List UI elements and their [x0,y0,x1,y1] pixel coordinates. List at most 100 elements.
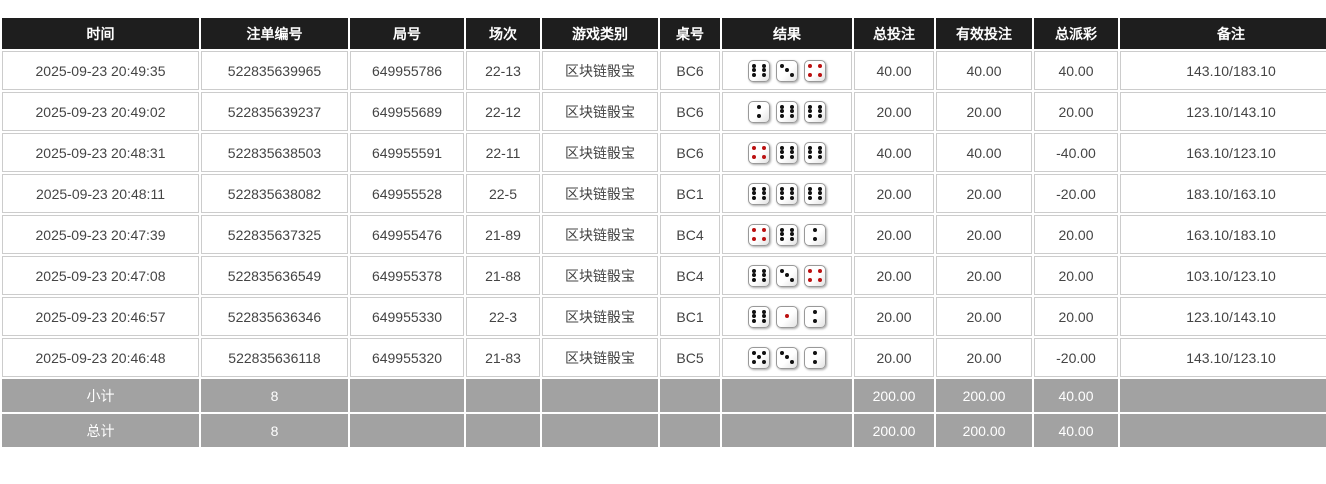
column-header-table_no: 桌号 [660,18,720,49]
bet-amount-link[interactable]: 20.00 [854,174,934,213]
total-row-cell-bet_id: 8 [201,414,348,447]
bet-records-table: 时间 注单编号 局号 场次 游戏类别 桌号 结果 总投注 有效投注 总派彩 备注 2025-09-2… [0,16,1326,449]
die-4-icon [804,59,826,82]
bet-amount-link[interactable]: 20.00 [854,338,934,377]
bet-amount-link[interactable]: 40.00 [854,51,934,90]
cell-session: 21-88 [466,256,540,295]
cell-valid_bet: 20.00 [936,297,1032,336]
die-3-icon [776,59,798,82]
bet-amount-link[interactable]: 20.00 [854,215,934,254]
cell-game_type: 区块链骰宝 [542,51,658,90]
cell-valid_bet: 40.00 [936,133,1032,172]
die-6-icon [748,264,770,287]
cell-bet_id: 522835639237 [201,92,348,131]
die-6-icon [748,305,770,328]
cell-bet_id: 522835639965 [201,51,348,90]
cell-remark: 163.10/123.10 [1120,133,1326,172]
die-6-icon [776,223,798,246]
subtotal-row-cell-game_type [542,379,658,412]
subtotal-row-cell-result [722,379,852,412]
cell-table_no: BC6 [660,51,720,90]
die-6-icon [804,182,826,205]
subtotal-row-cell-table_no [660,379,720,412]
cell-valid_bet: 20.00 [936,92,1032,131]
subtotal-row-cell-valid_bet: 200.00 [936,379,1032,412]
cell-time: 2025-09-23 20:49:02 [2,92,199,131]
column-header-remark: 备注 [1120,18,1326,49]
column-header-total_payout: 总派彩 [1034,18,1118,49]
cell-bet_id: 522835638503 [201,133,348,172]
column-header-result: 结果 [722,18,852,49]
cell-round_id: 649955689 [350,92,464,131]
total-row-cell-game_type [542,414,658,447]
total-row-cell-result [722,414,852,447]
die-6-icon [776,100,798,123]
subtotal-row-cell-bet_id: 8 [201,379,348,412]
cell-remark: 183.10/163.10 [1120,174,1326,213]
cell-table_no: BC4 [660,215,720,254]
cell-valid_bet: 40.00 [936,51,1032,90]
column-header-session: 场次 [466,18,540,49]
bet-amount-link[interactable]: 40.00 [854,133,934,172]
bet-amount-link[interactable]: 20.00 [854,297,934,336]
table-row: 2025-09-23 20:48:31 522835638503 649955591… [2,133,1326,172]
cell-remark: 143.10/123.10 [1120,338,1326,377]
subtotal-row-cell-total_bet: 200.00 [854,379,934,412]
cell-total_payout: -20.00 [1034,338,1118,377]
cell-round_id: 649955378 [350,256,464,295]
dice-result [727,346,847,369]
cell-time: 2025-09-23 20:48:11 [2,174,199,213]
dice-result [727,59,847,82]
dice-result [727,100,847,123]
dice-result [727,141,847,164]
cell-game_type: 区块链骰宝 [542,133,658,172]
cell-game_type: 区块链骰宝 [542,338,658,377]
die-6-icon [776,182,798,205]
die-2-icon [748,100,770,123]
table-header-row: 时间 注单编号 局号 场次 游戏类别 桌号 结果 总投注 有效投注 总派彩 备注 [2,18,1326,49]
bet-amount-link[interactable]: 20.00 [854,92,934,131]
cell-total_payout: 20.00 [1034,256,1118,295]
cell-result [722,174,852,213]
die-4-icon [804,264,826,287]
subtotal-row-cell-total_payout: 40.00 [1034,379,1118,412]
cell-time: 2025-09-23 20:47:39 [2,215,199,254]
cell-bet_id: 522835636118 [201,338,348,377]
column-header-valid_bet: 有效投注 [936,18,1032,49]
cell-remark: 123.10/143.10 [1120,297,1326,336]
die-6-icon [804,141,826,164]
cell-session: 22-3 [466,297,540,336]
table-row: 2025-09-23 20:46:57 522835636346 649955330… [2,297,1326,336]
cell-game_type: 区块链骰宝 [542,92,658,131]
cell-table_no: BC1 [660,174,720,213]
column-header-bet_id: 注单编号 [201,18,348,49]
total-row-cell-remark [1120,414,1326,447]
dice-result [727,182,847,205]
total-row-cell-total_payout: 40.00 [1034,414,1118,447]
cell-result [722,92,852,131]
die-3-icon [776,264,798,287]
bet-amount-link[interactable]: 20.00 [854,256,934,295]
die-4-icon [748,141,770,164]
cell-time: 2025-09-23 20:47:08 [2,256,199,295]
die-6-icon [804,100,826,123]
cell-table_no: BC6 [660,92,720,131]
die-6-icon [776,141,798,164]
cell-remark: 103.10/123.10 [1120,256,1326,295]
cell-valid_bet: 20.00 [936,256,1032,295]
die-2-icon [804,223,826,246]
cell-game_type: 区块链骰宝 [542,256,658,295]
subtotal-row-cell-remark [1120,379,1326,412]
die-1-icon [776,305,798,328]
cell-valid_bet: 20.00 [936,338,1032,377]
cell-game_type: 区块链骰宝 [542,215,658,254]
cell-session: 22-12 [466,92,540,131]
table-row: 2025-09-23 20:49:35 522835639965 649955786… [2,51,1326,90]
cell-result [722,51,852,90]
cell-game_type: 区块链骰宝 [542,297,658,336]
cell-round_id: 649955528 [350,174,464,213]
cell-session: 21-83 [466,338,540,377]
subtotal-row-cell-round_id [350,379,464,412]
total-row-cell-total_bet: 200.00 [854,414,934,447]
